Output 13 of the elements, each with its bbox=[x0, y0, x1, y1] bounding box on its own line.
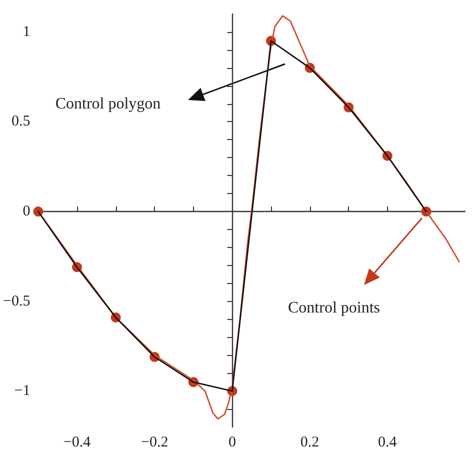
x-tick-label: 0 bbox=[228, 434, 236, 450]
x-tick-label: 0.4 bbox=[378, 434, 398, 450]
x-tick-label: −0.4 bbox=[63, 434, 92, 450]
y-tick-label: −0.5 bbox=[2, 293, 30, 310]
x-tick-label: −0.2 bbox=[141, 434, 168, 450]
x-tick-label: 0.2 bbox=[300, 434, 320, 450]
y-tick-label: 0.5 bbox=[11, 114, 30, 130]
y-tick-label: −1 bbox=[14, 383, 30, 400]
annotation: Control points bbox=[288, 300, 380, 316]
y-tick-label: 1 bbox=[22, 24, 30, 40]
y-tick-label: 0 bbox=[22, 204, 30, 220]
annotation: Control polygon bbox=[55, 96, 161, 112]
point bbox=[33, 206, 44, 217]
